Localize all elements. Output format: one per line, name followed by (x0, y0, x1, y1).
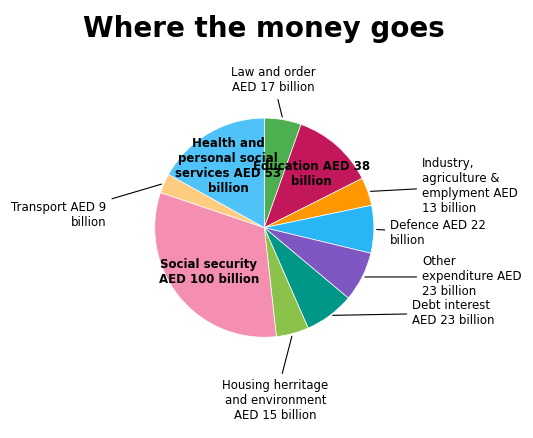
Wedge shape (264, 124, 362, 228)
Wedge shape (264, 205, 374, 253)
Wedge shape (264, 228, 371, 298)
Text: Health and
personal social
services AED 53
billion: Health and personal social services AED … (175, 137, 281, 195)
Text: Transport AED 9
billion: Transport AED 9 billion (11, 184, 161, 229)
Wedge shape (155, 193, 277, 337)
Text: Education AED 38
billion: Education AED 38 billion (253, 160, 370, 188)
Text: Other
expenditure AED
23 billion: Other expenditure AED 23 billion (365, 255, 522, 298)
Wedge shape (264, 228, 348, 328)
Text: Defence AED 22
billion: Defence AED 22 billion (377, 219, 486, 247)
Text: Law and order
AED 17 billion: Law and order AED 17 billion (231, 66, 316, 117)
Wedge shape (160, 174, 264, 228)
Wedge shape (264, 178, 372, 228)
Text: Social security
AED 100 billion: Social security AED 100 billion (159, 258, 259, 286)
Wedge shape (264, 118, 301, 228)
Wedge shape (264, 228, 308, 336)
Wedge shape (168, 118, 264, 228)
Text: Industry,
agriculture &
emplyment AED
13 billion: Industry, agriculture & emplyment AED 13… (370, 157, 518, 215)
Text: Housing herritage
and environment
AED 15 billion: Housing herritage and environment AED 15… (222, 336, 328, 422)
Title: Where the money goes: Where the money goes (84, 15, 445, 43)
Text: Debt interest
AED 23 billion: Debt interest AED 23 billion (333, 299, 495, 327)
